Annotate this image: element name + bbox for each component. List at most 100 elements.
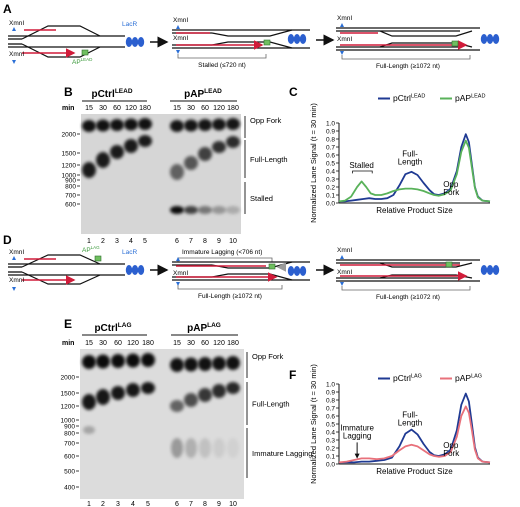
lacr-icon bbox=[293, 266, 301, 276]
gel-band bbox=[198, 206, 212, 214]
schematic-a: XmnI XmnI APLEAD LacR XmnI XmnI bbox=[8, 15, 500, 70]
lacr-icon bbox=[486, 34, 494, 44]
gel-band bbox=[83, 426, 95, 434]
y-tick-label: 0.0 bbox=[326, 200, 335, 207]
series-line-0 bbox=[339, 392, 491, 464]
gel-band bbox=[184, 206, 198, 214]
xmni-marker-icon bbox=[176, 282, 180, 286]
time-label: 60 bbox=[114, 340, 122, 347]
gel-b: pCtrlLEAD pAPLEAD min 15 30 60 120 180 15 30 60… bbox=[62, 88, 288, 245]
ap-lag-label: APLAG bbox=[82, 245, 100, 254]
y-tick-label: 0.0 bbox=[326, 461, 335, 468]
y-tick-label: 0.1 bbox=[326, 192, 335, 199]
lane-number: 5 bbox=[146, 501, 150, 507]
lane-number: 8 bbox=[203, 501, 207, 507]
size-marker-label: 2000 bbox=[61, 375, 76, 382]
lane-number: 9 bbox=[217, 501, 221, 507]
annotation-line: Full- bbox=[402, 411, 418, 420]
lane-number: 8 bbox=[203, 238, 207, 245]
panel-label-d: D bbox=[3, 233, 12, 247]
replication-intermediate-3: XmnI XmnI Full-Length (≥1072 nt) bbox=[336, 247, 500, 301]
ap-group-label: pAPLEAD bbox=[184, 88, 222, 100]
replication-intermediate-2: Immature Lagging (<706 nt) XmnI Full-Len… bbox=[172, 249, 310, 300]
lacr-icon bbox=[131, 37, 139, 47]
annotation-label: Opp Fork bbox=[443, 180, 460, 197]
gel-band bbox=[198, 119, 212, 131]
replication-intermediate-1: XmnI XmnI APLEAD LacR bbox=[8, 20, 145, 66]
xmni-marker-icon bbox=[340, 51, 344, 55]
gel-band bbox=[198, 147, 212, 161]
lacr-icon bbox=[293, 34, 301, 44]
annotation-label: Opp Fork bbox=[443, 441, 460, 458]
gel-band bbox=[184, 357, 198, 372]
time-label: 15 bbox=[173, 105, 181, 112]
gel-band bbox=[226, 206, 240, 214]
ap-site-lag bbox=[268, 263, 276, 270]
xmni-label: XmnI bbox=[337, 15, 352, 22]
time-label: 120 bbox=[213, 105, 225, 112]
gel-band bbox=[126, 353, 140, 368]
lacr-icon bbox=[137, 37, 145, 47]
size-marker-label: 1200 bbox=[61, 404, 76, 411]
ap-site-lag bbox=[94, 255, 102, 262]
full-length-product-label: Full-Length (≥1072 nt) bbox=[376, 63, 440, 70]
xmni-label: XmnI bbox=[337, 36, 352, 43]
size-marker-label: 1200 bbox=[62, 163, 77, 170]
gel-band bbox=[226, 118, 240, 130]
immature-product-label: Immature Lagging (<706 nt) bbox=[182, 249, 262, 256]
legend-name: pAP bbox=[455, 373, 471, 383]
xmni-label: XmnI bbox=[9, 249, 24, 256]
gel-band bbox=[226, 356, 240, 370]
legend-superscript: LAG bbox=[471, 374, 482, 380]
xmni-marker-icon bbox=[12, 287, 16, 291]
size-marker-label: 900 bbox=[64, 424, 75, 431]
xmni-marker-icon bbox=[12, 256, 16, 260]
legend-label-0: pCtrlLAG bbox=[393, 373, 422, 383]
ctrl-group-label: pCtrlLEAD bbox=[91, 88, 132, 100]
time-label: 180 bbox=[227, 340, 239, 347]
lane-number: 4 bbox=[131, 501, 135, 507]
legend-name: pCtrl bbox=[393, 93, 411, 103]
xmni-label: XmnI bbox=[9, 51, 24, 58]
y-axis-label: Normalized Lane Signal (t = 30 min) bbox=[309, 364, 318, 484]
gel-band bbox=[184, 393, 198, 407]
lane-number: 6 bbox=[175, 501, 179, 507]
legend-name: pAP bbox=[455, 93, 471, 103]
xmni-label: XmnI bbox=[173, 270, 188, 277]
lacr-icon bbox=[492, 34, 500, 44]
y-tick-label: 0.4 bbox=[326, 429, 335, 436]
gel-band bbox=[82, 355, 96, 369]
lane-number: 6 bbox=[175, 238, 179, 245]
ap-site-lead bbox=[81, 49, 89, 56]
gel-band bbox=[96, 119, 110, 132]
time-label: 30 bbox=[99, 105, 107, 112]
xmni-label: XmnI bbox=[337, 247, 352, 254]
annotation-line: Opp bbox=[443, 441, 459, 450]
lacr-icon bbox=[299, 266, 307, 276]
size-marker-label: 800 bbox=[65, 184, 76, 191]
gel-band bbox=[82, 120, 96, 132]
chart-c: pCtrlLEAD pAPLEAD 0.00.10.20.30.40.50.60.… bbox=[309, 93, 491, 223]
gel-band bbox=[170, 358, 184, 372]
xmni-marker-icon bbox=[12, 60, 16, 64]
lacr-icon bbox=[287, 34, 295, 44]
series-line-1 bbox=[338, 405, 491, 464]
legend-superscript: LAG bbox=[411, 374, 422, 380]
gel-band bbox=[184, 156, 198, 170]
size-marker-label: 1000 bbox=[61, 418, 76, 425]
replication-intermediate-3: XmnI XmnI Full-Length (≥1072 nt) bbox=[336, 15, 500, 70]
gel-band bbox=[226, 382, 240, 394]
replication-intermediate-2: XmnI XmnI Stalled (≤720 nt) bbox=[172, 17, 310, 69]
gel-band bbox=[111, 386, 125, 400]
lacr-icon bbox=[480, 265, 488, 275]
panel-label-a: A bbox=[3, 2, 12, 16]
legend-label-1: pAPLEAD bbox=[455, 93, 485, 103]
lane-number: 4 bbox=[129, 238, 133, 245]
time-label: 180 bbox=[227, 105, 239, 112]
gel-band bbox=[96, 354, 110, 369]
band-label: Opp Fork bbox=[252, 352, 284, 361]
size-marker-label: 1000 bbox=[62, 173, 77, 180]
y-tick-label: 0.8 bbox=[326, 397, 335, 404]
legend-superscript: LEAD bbox=[411, 94, 425, 100]
